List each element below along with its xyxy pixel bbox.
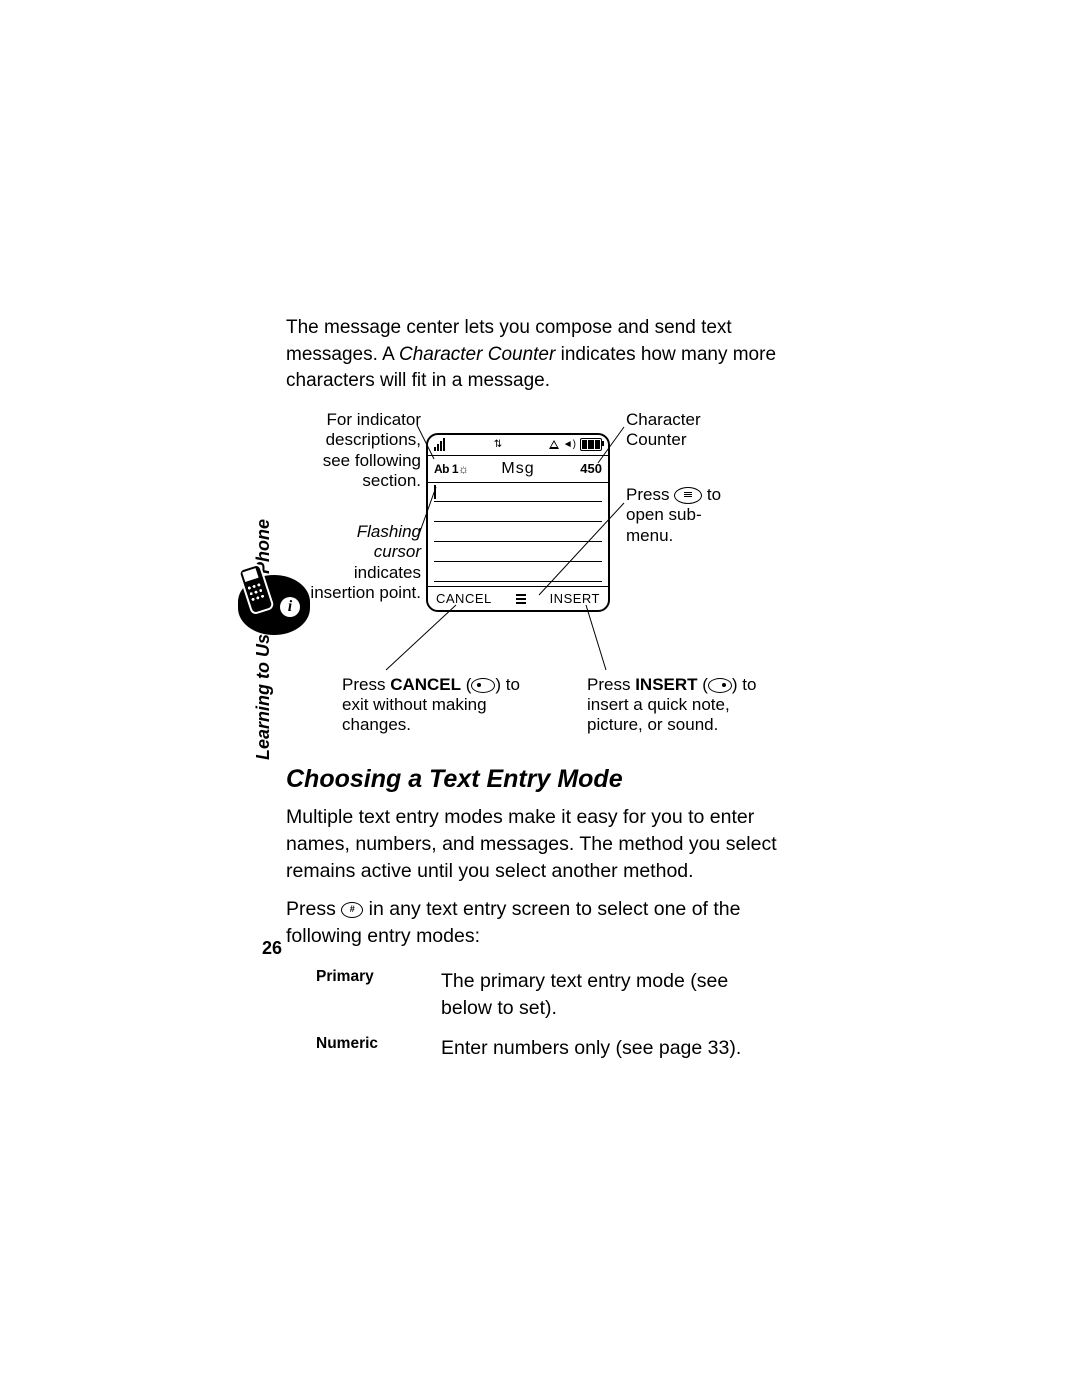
right-softkey-icon (708, 678, 732, 693)
mode-desc: The primary text entry mode (see below t… (441, 968, 776, 1021)
callout-text: ) to (732, 675, 757, 694)
callout-text: Character (626, 410, 701, 429)
callout-text: Flashing (357, 522, 421, 541)
callout-submenu: Press to open sub- menu. (626, 485, 721, 546)
callout-text: Press (342, 675, 390, 694)
softkey-row: CANCEL INSERT (428, 586, 608, 611)
callout-cancel: Press CANCEL ( ) to exit without making c… (342, 675, 557, 735)
intro-text: The message center lets you compose and … (286, 317, 732, 338)
table-row: Numeric Enter numbers only (see page 33)… (316, 1035, 776, 1061)
callout-text: to (702, 485, 721, 504)
section-heading: Choosing a Text Entry Mode (286, 765, 796, 794)
menu-key-icon (674, 487, 702, 504)
callout-cursor: Flashing cursor indicates insertion poin… (276, 522, 421, 604)
page: Learning to Use Your Phone The message c… (0, 0, 1080, 1397)
callout-text: open sub- (626, 505, 702, 524)
mode-key-icon: # (341, 902, 363, 918)
intro-text: messages. A (286, 344, 399, 365)
callout-text: see following (323, 451, 421, 470)
callout-text: ( (698, 675, 708, 694)
left-softkey-icon (471, 678, 495, 693)
alert-icon (549, 440, 559, 449)
callout-text: Counter (626, 430, 686, 449)
section-running-head: Learning to Use Your Phone (253, 519, 274, 760)
callout-text: For indicator (327, 410, 421, 429)
callout-text: insertion point. (310, 583, 421, 602)
status-bar: ⇅ ◄) (428, 435, 608, 455)
callout-text: exit without making (342, 695, 487, 714)
screen-title-row: Ab 1☼ Msg 450 (428, 455, 608, 483)
callout-text: section. (362, 471, 421, 490)
callout-text: ) to (495, 675, 520, 694)
section-paragraph-2: Press # in any text entry screen to sele… (286, 896, 796, 951)
table-row: Primary The primary text entry mode (see… (316, 968, 776, 1021)
page-number: 26 (262, 938, 282, 959)
mode-desc: Enter numbers only (see page 33). (441, 1035, 776, 1061)
intro-text: characters will fit in a message. (286, 370, 550, 391)
flashing-cursor (434, 485, 436, 499)
section-text: Press (286, 898, 341, 920)
mode-name: Primary (316, 968, 441, 1021)
callout-text: Press (587, 675, 635, 694)
callout-indicator: For indicator descriptions, see followin… (276, 410, 421, 492)
battery-icon (580, 438, 602, 451)
entry-mode-table: Primary The primary text entry mode (see… (316, 968, 776, 1061)
screen-diagram: i ⇅ ◄) A (286, 405, 796, 685)
callout-text: Press (626, 485, 674, 504)
callout-insert: Press INSERT () to insert a quick note, … (587, 675, 802, 735)
text-entry-area (428, 483, 608, 586)
callout-text: descriptions, (326, 430, 421, 449)
character-counter-term: Character Counter (399, 344, 555, 365)
phone-screen: ⇅ ◄) Ab 1☼ Msg 450 (426, 433, 610, 612)
content-area: The message center lets you compose and … (286, 315, 796, 1075)
callout-text: picture, or sound. (587, 715, 718, 734)
cancel-label: CANCEL (390, 675, 461, 694)
callout-text: ( (461, 675, 471, 694)
screen-title: Msg (428, 460, 608, 478)
callout-character-counter: Character Counter (626, 410, 701, 451)
mode-name: Numeric (316, 1035, 441, 1061)
section-paragraph-1: Multiple text entry modes make it easy f… (286, 804, 796, 886)
softkey-left-label: CANCEL (436, 591, 492, 606)
intro-paragraph: The message center lets you compose and … (286, 315, 796, 395)
softkey-right-label: INSERT (550, 591, 600, 606)
callout-text: insert a quick note, (587, 695, 730, 714)
menu-icon (516, 594, 526, 604)
insert-label: INSERT (635, 675, 697, 694)
intro-text: indicates how many more (555, 344, 776, 365)
signal-icon (434, 438, 445, 451)
callout-text: indicates (354, 563, 421, 582)
sound-icon: ◄) (563, 439, 576, 450)
callout-text: cursor (374, 542, 421, 561)
bottom-callouts: Press CANCEL ( ) to exit without making c… (342, 675, 802, 735)
callout-text: changes. (342, 715, 411, 734)
callout-text: menu. (626, 526, 673, 545)
